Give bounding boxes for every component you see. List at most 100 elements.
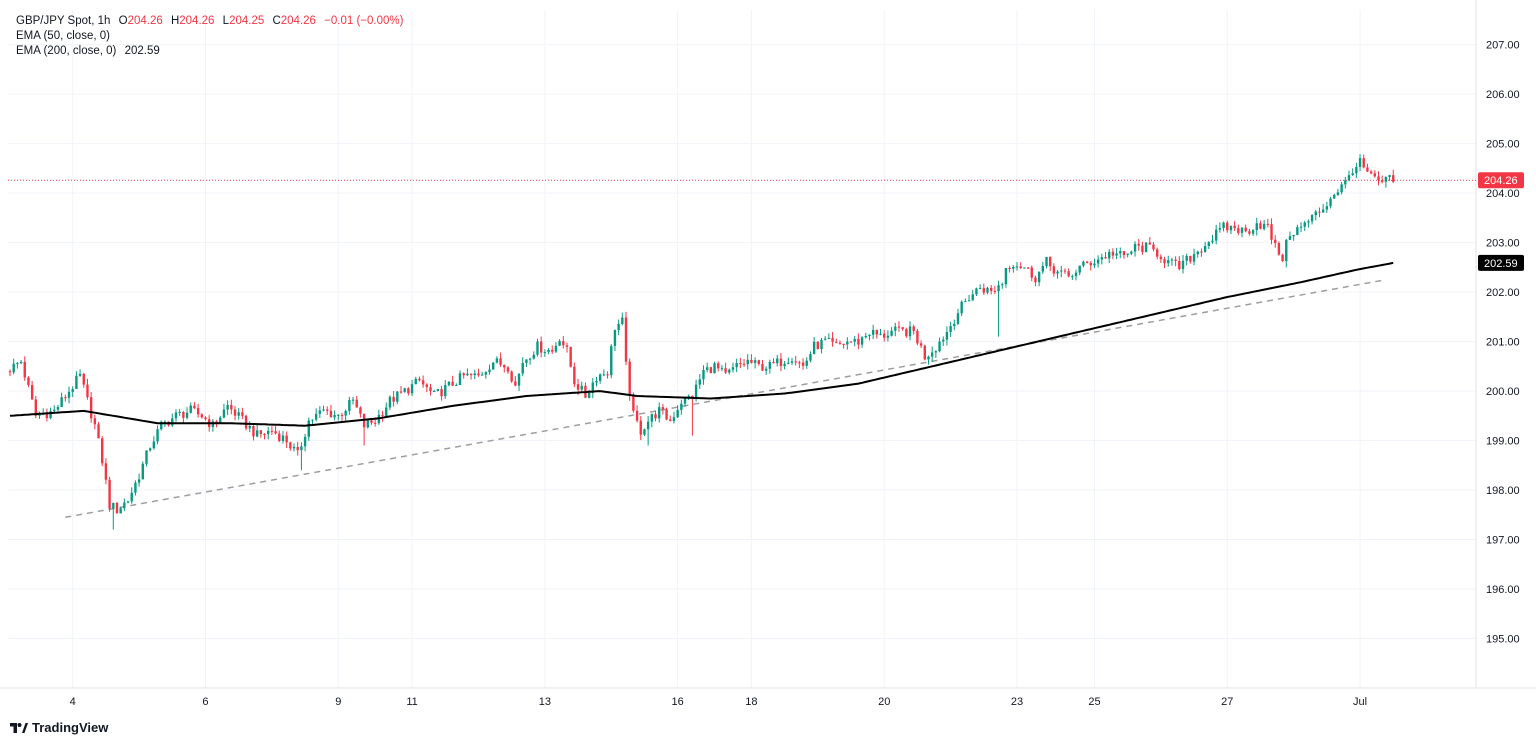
last-price-tag: 204.26 xyxy=(1484,175,1518,187)
candle-body xyxy=(1189,255,1192,262)
candle-body xyxy=(278,433,281,441)
candle-body xyxy=(938,341,941,352)
candle-body xyxy=(230,404,233,410)
candle-body xyxy=(34,399,38,416)
candle-body xyxy=(97,424,100,439)
candle-body xyxy=(776,358,779,364)
candle-body xyxy=(1373,173,1377,177)
candle-body xyxy=(1392,175,1395,182)
candle-body xyxy=(1122,251,1126,256)
candle-body xyxy=(78,373,82,376)
candle-body xyxy=(322,409,325,411)
candles-layer xyxy=(8,154,1395,530)
candle-body xyxy=(1015,266,1019,268)
candle-body xyxy=(1270,224,1273,240)
ema200-label: EMA (200, close, 0) xyxy=(16,45,117,57)
candle-body xyxy=(635,410,639,421)
candle-body xyxy=(823,338,827,340)
tradingview-brand[interactable]: TradingView xyxy=(10,720,108,735)
candle-body xyxy=(510,371,513,382)
candle-body xyxy=(916,330,919,344)
candle-body xyxy=(248,426,251,429)
ema200-row[interactable]: EMA (200, close, 0) 202.59 xyxy=(16,44,403,59)
candle-body xyxy=(790,361,794,363)
candle-body xyxy=(1369,171,1373,174)
candle-body xyxy=(348,399,351,411)
candle-body xyxy=(1384,177,1388,182)
candle-body xyxy=(713,363,716,374)
price-axis[interactable]: 195.00 196.00 197.00 198.00 199.00 200.00 201.… xyxy=(1478,40,1524,646)
candle-body xyxy=(573,366,576,385)
candle-body xyxy=(252,426,255,437)
candle-body xyxy=(1119,251,1122,254)
candle-body xyxy=(425,384,429,388)
candle-body xyxy=(1214,229,1218,241)
ema50-label: EMA (50, close, 0) xyxy=(16,30,110,42)
candle-body xyxy=(104,463,108,480)
candle-body xyxy=(326,409,329,411)
candle-body xyxy=(1093,263,1096,266)
candle-body xyxy=(447,381,451,386)
candle-body xyxy=(860,337,864,345)
x-tick-label: 23 xyxy=(1011,696,1023,708)
open-label: O xyxy=(118,15,128,27)
candle-body xyxy=(724,368,727,373)
candle-body xyxy=(436,389,440,391)
ema200-line[interactable] xyxy=(9,261,1394,427)
candle-body xyxy=(768,361,772,369)
y-tick-label: 198.00 xyxy=(1486,485,1520,497)
candle-body xyxy=(551,349,554,352)
y-tick-label: 202.00 xyxy=(1486,287,1520,299)
candle-body xyxy=(838,342,842,344)
candle-body xyxy=(1229,225,1233,231)
candle-body xyxy=(64,397,67,399)
candle-body xyxy=(119,508,122,514)
candle-body xyxy=(1303,222,1306,227)
candle-body xyxy=(75,375,78,389)
candle-body xyxy=(772,361,775,364)
candle-body xyxy=(329,410,333,418)
candle-body xyxy=(259,430,263,435)
candle-body xyxy=(429,387,432,391)
candle-body xyxy=(779,358,783,367)
x-tick-label: 11 xyxy=(406,696,417,708)
candle-body xyxy=(643,429,646,435)
candle-body xyxy=(613,330,617,346)
candle-body xyxy=(683,396,687,404)
candle-body xyxy=(908,326,912,337)
candle-body xyxy=(1292,234,1295,237)
candle-body xyxy=(263,434,266,436)
time-axis[interactable]: 4 6 9 11 13 16 18 20 23 25 27 Jul xyxy=(70,696,1367,708)
candle-body xyxy=(532,354,535,359)
candle-body xyxy=(141,463,144,480)
candle-body xyxy=(646,421,650,430)
candle-body xyxy=(1355,167,1358,174)
symbol-title[interactable]: GBP/JPY Spot, 1h xyxy=(16,15,111,27)
ema50-row[interactable]: EMA (50, close, 0) xyxy=(16,29,403,44)
candle-body xyxy=(1163,259,1166,264)
candle-body xyxy=(923,345,926,360)
candle-body xyxy=(1218,228,1222,230)
candle-body xyxy=(480,374,484,376)
candle-body xyxy=(650,414,654,422)
candle-body xyxy=(8,371,12,373)
support-trendline[interactable] xyxy=(65,278,1387,519)
candle-body xyxy=(680,403,683,410)
candle-body xyxy=(956,313,960,324)
candle-body xyxy=(123,502,126,509)
candle-body xyxy=(112,502,115,509)
candle-body xyxy=(451,381,454,386)
candle-body xyxy=(392,396,395,402)
candle-body xyxy=(1082,261,1085,266)
candle-body xyxy=(610,345,613,376)
candle-body xyxy=(868,334,871,337)
candle-body xyxy=(1321,209,1325,213)
candle-body xyxy=(1108,251,1111,259)
candle-body xyxy=(812,341,816,355)
high-value: 204.26 xyxy=(179,15,215,27)
candle-body xyxy=(255,430,259,437)
candle-body xyxy=(1366,167,1369,172)
candle-body xyxy=(953,323,956,327)
candle-body xyxy=(1037,271,1041,283)
